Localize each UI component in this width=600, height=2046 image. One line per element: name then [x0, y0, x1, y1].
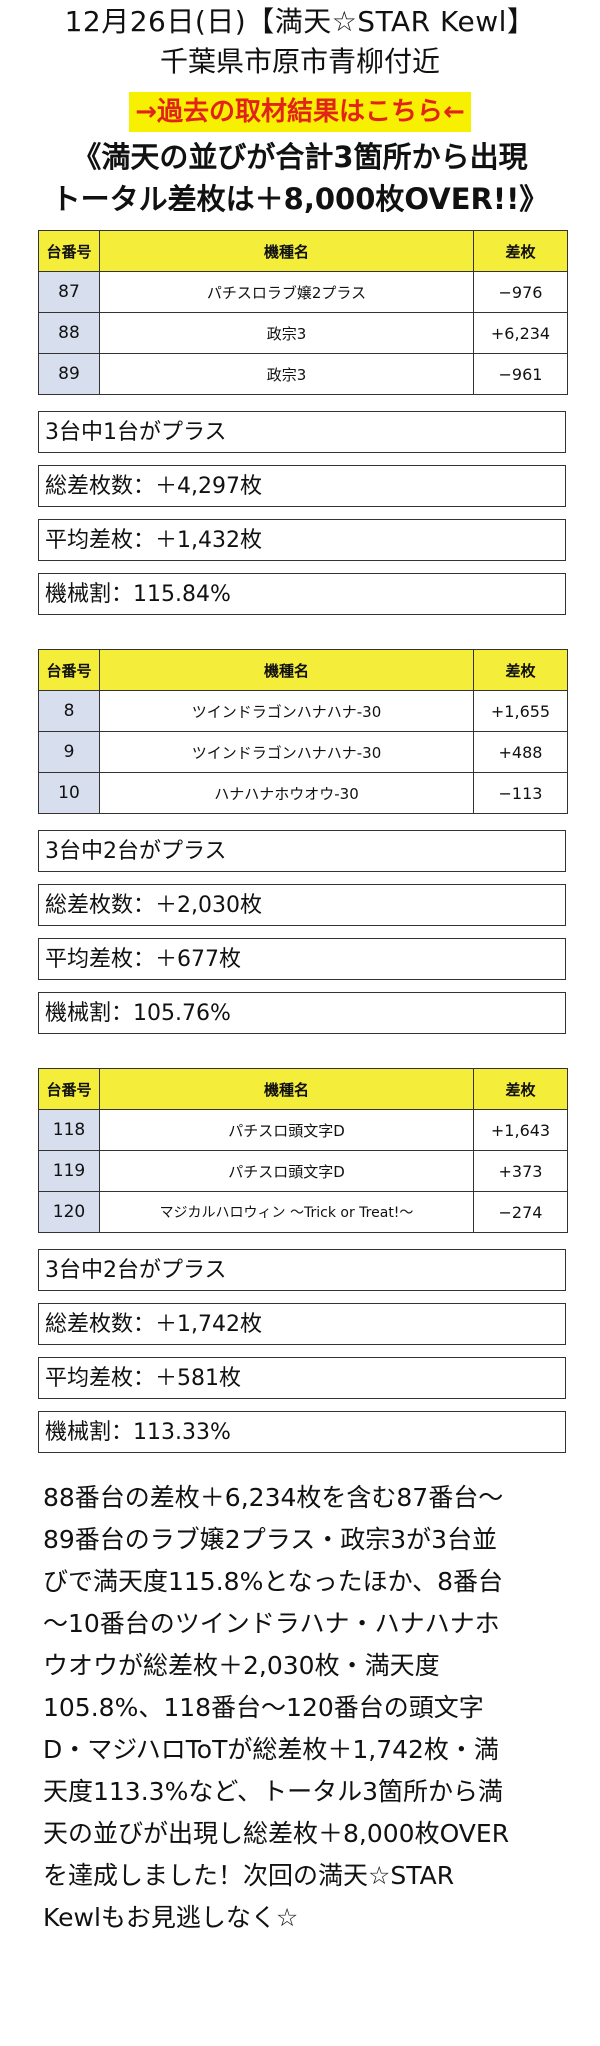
payout-rate-box: 機械割：105.76% — [38, 992, 566, 1034]
result-group-1: 台番号 機種名 差枚 87 パチスロラブ嬢2プラス −976 88 政宗3 +6… — [38, 230, 568, 615]
summary-line: 天の並びが出現し総差枚＋8,000枚OVER — [43, 1819, 510, 1848]
plus-count-box: 3台中2台がプラス — [38, 830, 566, 872]
column-header-number: 台番号 — [38, 1068, 100, 1110]
table-row: 9 ツインドラゴンハナハナ-30 +488 — [38, 731, 568, 773]
column-header-diff: 差枚 — [473, 230, 568, 272]
date-store-title: 12月26日(日)【満天☆STAR Kewl】 — [64, 5, 536, 38]
result-group-2: 台番号 機種名 差枚 8 ツインドラゴンハナハナ-30 +1,655 9 ツイン… — [38, 649, 568, 1034]
column-header-machine: 機種名 — [99, 649, 474, 691]
machine-diff: +488 — [473, 731, 568, 773]
machine-name: 政宗3 — [99, 353, 474, 395]
average-diff-box: 平均差枚：＋581枚 — [38, 1357, 566, 1399]
machine-name: ツインドラゴンハナハナ-30 — [99, 731, 474, 773]
average-diff-box: 平均差枚：＋677枚 — [38, 938, 566, 980]
summary-line: ウオウが総差枚＋2,030枚・満天度 — [43, 1651, 440, 1680]
machine-number: 118 — [38, 1109, 100, 1151]
total-diff-box: 総差枚数：＋1,742枚 — [38, 1303, 566, 1345]
machine-diff: +1,655 — [473, 690, 568, 732]
machine-diff: +1,643 — [473, 1109, 568, 1151]
headline: 《満天の並びが合計3箇所から出現 トータル差枚は＋8,000枚OVER!!》 — [0, 136, 600, 220]
summary-line: 105.8%、118番台〜120番台の頭文字 — [43, 1693, 484, 1722]
machine-number: 9 — [38, 731, 100, 773]
machine-name: ツインドラゴンハナハナ-30 — [99, 690, 474, 732]
table-header-row: 台番号 機種名 差枚 — [38, 230, 568, 272]
table-row: 10 ハナハナホウオウ-30 −113 — [38, 772, 568, 814]
summary-line: 〜10番台のツインドラハナ・ハナハナホ — [43, 1609, 500, 1638]
summary-line: 89番台のラブ嬢2プラス・政宗3が3台並 — [43, 1525, 498, 1554]
machine-diff: −113 — [473, 772, 568, 814]
table-row: 119 パチスロ頭文字D +373 — [38, 1150, 568, 1192]
table-row: 118 パチスロ頭文字D +1,643 — [38, 1109, 568, 1151]
machine-table: 台番号 機種名 差枚 118 パチスロ頭文字D +1,643 119 パチスロ頭… — [38, 1068, 568, 1233]
total-diff-box: 総差枚数：＋2,030枚 — [38, 884, 566, 926]
column-header-number: 台番号 — [38, 230, 100, 272]
summary-line: Kewlもお見逃しなく☆ — [43, 1903, 299, 1932]
machine-name: マジカルハロウィン 〜Trick or Treat!〜 — [99, 1191, 474, 1233]
table-row: 87 パチスロラブ嬢2プラス −976 — [38, 271, 568, 313]
link-wrapper: →過去の取材結果はこちら← — [0, 92, 600, 132]
past-results-link[interactable]: →過去の取材結果はこちら← — [129, 92, 471, 132]
location-text: 千葉県市原市青柳付近 — [159, 45, 440, 78]
column-header-machine: 機種名 — [99, 1068, 474, 1110]
result-group-3: 台番号 機種名 差枚 118 パチスロ頭文字D +1,643 119 パチスロ頭… — [38, 1068, 568, 1453]
plus-count-box: 3台中1台がプラス — [38, 411, 566, 453]
payout-rate-box: 機械割：113.33% — [38, 1411, 566, 1453]
machine-name: パチスロ頭文字D — [99, 1109, 474, 1151]
machine-table: 台番号 機種名 差枚 87 パチスロラブ嬢2プラス −976 88 政宗3 +6… — [38, 230, 568, 395]
machine-table: 台番号 機種名 差枚 8 ツインドラゴンハナハナ-30 +1,655 9 ツイン… — [38, 649, 568, 814]
column-header-diff: 差枚 — [473, 649, 568, 691]
machine-diff: −274 — [473, 1191, 568, 1233]
table-row: 8 ツインドラゴンハナハナ-30 +1,655 — [38, 690, 568, 732]
average-diff-box: 平均差枚：＋1,432枚 — [38, 519, 566, 561]
machine-number: 8 — [38, 690, 100, 732]
machine-number: 89 — [38, 353, 100, 395]
summary-line: びで満天度115.8%となったほか、8番台 — [43, 1567, 503, 1596]
machine-name: 政宗3 — [99, 312, 474, 354]
summary-line: を達成しました！次回の満天☆STAR — [43, 1861, 455, 1890]
machine-number: 120 — [38, 1191, 100, 1233]
table-header-row: 台番号 機種名 差枚 — [38, 649, 568, 691]
summary-line: 88番台の差枚＋6,234枚を含む87番台〜 — [43, 1483, 504, 1512]
headline-line-1: 《満天の並びが合計3箇所から出現 — [72, 140, 528, 174]
machine-diff: −961 — [473, 353, 568, 395]
machine-number: 88 — [38, 312, 100, 354]
machine-diff: +373 — [473, 1150, 568, 1192]
machine-diff: +6,234 — [473, 312, 568, 354]
table-row: 89 政宗3 −961 — [38, 353, 568, 395]
summary-line: D・マジハロToTが総差枚＋1,742枚・満 — [43, 1735, 499, 1764]
column-header-diff: 差枚 — [473, 1068, 568, 1110]
machine-name: パチスロ頭文字D — [99, 1150, 474, 1192]
article-header: 12月26日(日)【満天☆STAR Kewl】 千葉県市原市青柳付近 →過去の取… — [0, 0, 600, 220]
machine-diff: −976 — [473, 271, 568, 313]
machine-number: 10 — [38, 772, 100, 814]
total-diff-box: 総差枚数：＋4,297枚 — [38, 465, 566, 507]
machine-name: ハナハナホウオウ-30 — [99, 772, 474, 814]
payout-rate-box: 機械割：115.84% — [38, 573, 566, 615]
column-header-number: 台番号 — [38, 649, 100, 691]
table-header-row: 台番号 機種名 差枚 — [38, 1068, 568, 1110]
table-row: 88 政宗3 +6,234 — [38, 312, 568, 354]
table-row: 120 マジカルハロウィン 〜Trick or Treat!〜 −274 — [38, 1191, 568, 1233]
plus-count-box: 3台中2台がプラス — [38, 1249, 566, 1291]
summary-line: 天度113.3%など、トータル3箇所から満 — [43, 1777, 503, 1806]
machine-number: 119 — [38, 1150, 100, 1192]
column-header-machine: 機種名 — [99, 230, 474, 272]
headline-line-2: トータル差枚は＋8,000枚OVER!!》 — [51, 182, 549, 216]
machine-number: 87 — [38, 271, 100, 313]
summary-paragraph: 88番台の差枚＋6,234枚を含む87番台〜 89番台のラブ嬢2プラス・政宗3が… — [43, 1477, 563, 1939]
machine-name: パチスロラブ嬢2プラス — [99, 271, 474, 313]
